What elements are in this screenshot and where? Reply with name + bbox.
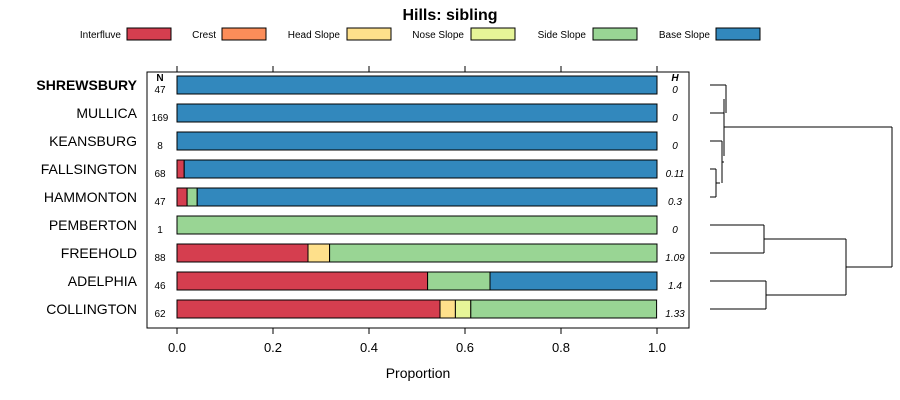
bar-segment-collington-head-slope (439, 299, 456, 319)
bar-segment-mullica-base-slope (176, 103, 658, 123)
n-value: 169 (152, 113, 169, 124)
row-label-freehold: FREEHOLD (61, 245, 137, 261)
row-label-collington: COLLINGTON (46, 301, 137, 317)
h-value: 0 (672, 141, 678, 152)
row-label-adelphia: ADELPHIA (68, 273, 138, 289)
row-label-keansburg: KEANSBURG (49, 133, 137, 149)
bar-segment-shrewsbury-base-slope (176, 75, 658, 95)
dendro-branch (710, 280, 767, 310)
bar-segment-collington-side-slope (470, 299, 658, 319)
n-value: 68 (154, 169, 166, 180)
row-labels: SHREWSBURY MULLICA KEANSBURG FALLSINGTON HAM… (36, 77, 137, 317)
legend-label-interfluve: Interfluve (80, 30, 122, 41)
row-label-mullica: MULLICA (76, 105, 137, 121)
bar-segment-fallsington-base-slope (183, 159, 658, 179)
x-tick-label: 0.0 (168, 340, 186, 355)
h-header: H (671, 73, 679, 84)
h-value: 1.4 (668, 281, 682, 292)
dendrogram (710, 84, 893, 310)
h-value: 0 (672, 85, 678, 96)
n-value: 46 (154, 281, 166, 292)
legend-label-crest: Crest (192, 30, 216, 41)
legend-label-head-slope: Head Slope (288, 30, 341, 41)
n-values: 47 169 8 68 47 1 88 46 62 (152, 85, 169, 320)
n-value: 88 (154, 253, 166, 264)
dendro-branch (710, 224, 765, 254)
x-tick-label: 0.2 (264, 340, 282, 355)
n-value: 47 (154, 197, 166, 208)
x-axis: 0.0 0.2 0.4 0.6 0.8 1.0 (168, 66, 666, 355)
bars (176, 75, 658, 319)
h-values: 0 0 0 0.11 0.3 0 1.09 1.4 1.33 (665, 85, 685, 320)
dendro-branch (764, 238, 847, 296)
legend-swatch-head-slope (346, 27, 392, 41)
dendro-branch (710, 84, 727, 114)
row-label-hammonton: HAMMONTON (44, 189, 137, 205)
legend-label-side-slope: Side Slope (538, 30, 587, 41)
chart-title: Hills: sibling (402, 7, 497, 24)
legend-swatch-side-slope (592, 27, 638, 41)
h-value: 0 (672, 225, 678, 236)
h-value: 0.11 (666, 169, 685, 180)
legend-swatch-crest (221, 27, 267, 41)
row-label-shrewsbury: SHREWSBURY (36, 77, 137, 93)
dendro-branch (846, 127, 893, 268)
n-value: 62 (154, 309, 166, 320)
bar-segment-collington-interfluve (176, 299, 441, 319)
row-label-fallsington: FALLSINGTON (41, 161, 137, 177)
bar-segment-adelphia-interfluve (176, 271, 429, 291)
dendro-branch (716, 141, 724, 184)
bar-segment-adelphia-side-slope (427, 271, 491, 291)
bar-segment-freehold-head-slope (307, 243, 331, 263)
x-tick-label: 0.8 (552, 340, 570, 355)
x-axis-label: Proportion (386, 365, 451, 381)
bar-segment-hammonton-side-slope (186, 187, 198, 207)
n-value: 1 (157, 225, 163, 236)
legend-swatch-base-slope (715, 27, 761, 41)
bar-segment-freehold-side-slope (329, 243, 658, 263)
h-value: 0.3 (668, 197, 682, 208)
bar-segment-freehold-interfluve (176, 243, 309, 263)
bar-segment-fallsington-interfluve (176, 159, 185, 179)
legend-label-base-slope: Base Slope (659, 30, 711, 41)
n-header: N (156, 73, 163, 84)
bar-segment-hammonton-base-slope (196, 187, 658, 207)
bar-segment-pemberton-side-slope (176, 215, 658, 235)
plot-frame (146, 71, 690, 329)
x-tick-label: 0.4 (360, 340, 378, 355)
n-value: 8 (157, 141, 163, 152)
h-value: 1.09 (665, 253, 685, 264)
bar-segment-collington-nose-slope (454, 299, 472, 319)
n-value: 47 (154, 85, 166, 96)
x-tick-label: 1.0 (648, 340, 666, 355)
bar-segment-adelphia-base-slope (489, 271, 658, 291)
legend-swatch-nose-slope (470, 27, 516, 41)
bar-segment-keansburg-base-slope (176, 131, 658, 151)
legend-label-nose-slope: Nose Slope (412, 30, 464, 41)
h-value: 0 (672, 113, 678, 124)
x-tick-label: 0.6 (456, 340, 474, 355)
legend: Interfluve Crest Head Slope Nose Slope Side … (80, 27, 761, 41)
legend-swatch-interfluve (126, 27, 172, 41)
bar-segment-hammonton-interfluve (176, 187, 188, 207)
h-value: 1.33 (665, 309, 685, 320)
dendro-branch (710, 168, 717, 198)
row-label-pemberton: PEMBERTON (49, 217, 137, 233)
